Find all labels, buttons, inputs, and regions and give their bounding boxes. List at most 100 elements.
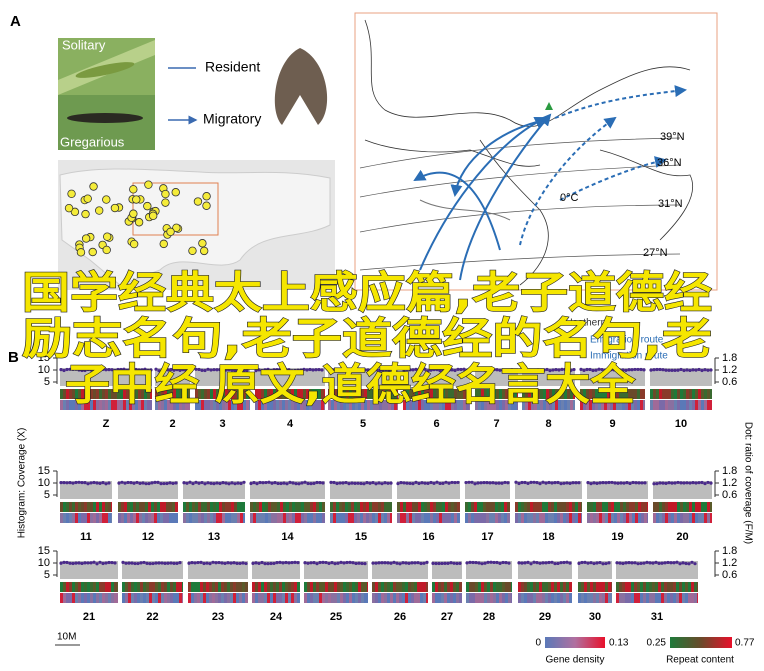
repeat-track bbox=[152, 582, 155, 592]
gene-track bbox=[134, 593, 137, 603]
repeat-track bbox=[514, 389, 517, 399]
ratio-dot bbox=[544, 481, 548, 485]
repeat-track bbox=[384, 582, 387, 592]
repeat-track bbox=[60, 389, 63, 399]
repeat-track bbox=[224, 582, 227, 592]
ratio-dot bbox=[501, 368, 505, 372]
ratio-dot bbox=[171, 481, 175, 486]
gene-track bbox=[608, 593, 611, 603]
ratio-dot bbox=[65, 367, 69, 372]
ratio-dot bbox=[468, 560, 472, 564]
gene-track bbox=[141, 400, 144, 410]
repeat-track bbox=[641, 502, 644, 512]
ratio-dot bbox=[62, 481, 66, 485]
ratio-dot bbox=[269, 561, 273, 566]
right-tick-label: 0.6 bbox=[722, 489, 737, 501]
gene-track bbox=[640, 593, 643, 603]
repeat-track bbox=[379, 389, 382, 399]
repeat-track bbox=[430, 502, 433, 512]
ratio-dot bbox=[191, 481, 195, 486]
repeat-track bbox=[384, 502, 387, 512]
repeat-track bbox=[337, 389, 340, 399]
repeat-track bbox=[493, 389, 496, 399]
chromosome-label: Z bbox=[103, 418, 110, 430]
gene-track bbox=[460, 400, 463, 410]
ratio-dot bbox=[377, 481, 381, 485]
ratio-dot bbox=[242, 369, 246, 373]
repeat-track bbox=[505, 389, 508, 399]
ratio-dot bbox=[153, 480, 157, 484]
gene-track bbox=[264, 593, 267, 603]
gene-track bbox=[450, 593, 453, 603]
repeat-track bbox=[444, 582, 447, 592]
gene-track bbox=[524, 513, 527, 523]
repeat-track bbox=[463, 389, 466, 399]
gene-density-scale bbox=[545, 637, 605, 648]
gene-track bbox=[481, 400, 484, 410]
ratio-dot bbox=[521, 368, 525, 372]
ratio-dot bbox=[523, 561, 527, 565]
gene-track bbox=[662, 513, 665, 523]
repeat-track bbox=[198, 389, 201, 399]
ratio-dot bbox=[529, 480, 533, 484]
coverage-histogram bbox=[475, 368, 518, 386]
ratio-dot bbox=[142, 560, 146, 565]
repeat-track bbox=[415, 389, 418, 399]
repeat-track bbox=[261, 582, 264, 592]
ratio-dot bbox=[279, 481, 283, 486]
repeat-track bbox=[628, 389, 631, 399]
repeat-track bbox=[114, 582, 117, 592]
ratio-dot bbox=[320, 368, 324, 372]
repeat-track bbox=[557, 582, 560, 592]
ratio-dot bbox=[110, 368, 114, 372]
gene-track bbox=[390, 513, 392, 523]
gene-track bbox=[63, 593, 66, 603]
gene-track bbox=[399, 593, 402, 603]
repeat-track bbox=[427, 389, 430, 399]
repeat-track bbox=[310, 502, 313, 512]
gene-track bbox=[707, 400, 710, 410]
repeat-track bbox=[72, 582, 75, 592]
gene-track bbox=[414, 593, 417, 603]
photo-label: Solitary bbox=[62, 37, 106, 52]
ratio-dot bbox=[339, 560, 343, 564]
ratio-dot bbox=[589, 482, 593, 486]
ratio-dot bbox=[600, 367, 604, 372]
ratio-dot bbox=[330, 368, 334, 372]
sample-site bbox=[94, 206, 104, 215]
ratio-dot bbox=[642, 368, 646, 372]
ratio-dot bbox=[71, 561, 75, 566]
repeat-track bbox=[304, 582, 307, 592]
repeat-track bbox=[499, 582, 502, 592]
gene-track bbox=[507, 513, 510, 523]
ratio-dot bbox=[116, 367, 120, 372]
sample-site bbox=[102, 195, 111, 204]
gene-track bbox=[536, 593, 539, 603]
ratio-dot bbox=[486, 369, 490, 373]
ratio-dot bbox=[285, 482, 289, 486]
ratio-dot bbox=[577, 481, 581, 485]
gene-track bbox=[160, 513, 163, 523]
gene-track bbox=[376, 400, 379, 410]
repeat-track bbox=[604, 389, 607, 399]
ratio-dot bbox=[59, 367, 63, 372]
gene-track bbox=[438, 593, 441, 603]
ratio-dot bbox=[217, 560, 221, 565]
gene-track bbox=[463, 400, 466, 410]
ratio-dot bbox=[681, 561, 685, 565]
repeat-track bbox=[665, 389, 668, 399]
repeat-track bbox=[228, 389, 231, 399]
repeat-track bbox=[227, 582, 230, 592]
chromosome-label: 23 bbox=[212, 611, 224, 623]
gene-track bbox=[140, 593, 143, 603]
right-tick-label: 1.8 bbox=[722, 352, 737, 364]
ratio-dot bbox=[344, 480, 348, 485]
ratio-dot bbox=[226, 561, 230, 565]
gene-track bbox=[352, 400, 355, 410]
sample-site bbox=[202, 192, 211, 201]
ratio-dot bbox=[77, 561, 81, 565]
gene-track bbox=[496, 400, 499, 410]
gene-track bbox=[81, 593, 84, 603]
gene-track bbox=[658, 593, 661, 603]
ratio-dot bbox=[157, 369, 161, 373]
